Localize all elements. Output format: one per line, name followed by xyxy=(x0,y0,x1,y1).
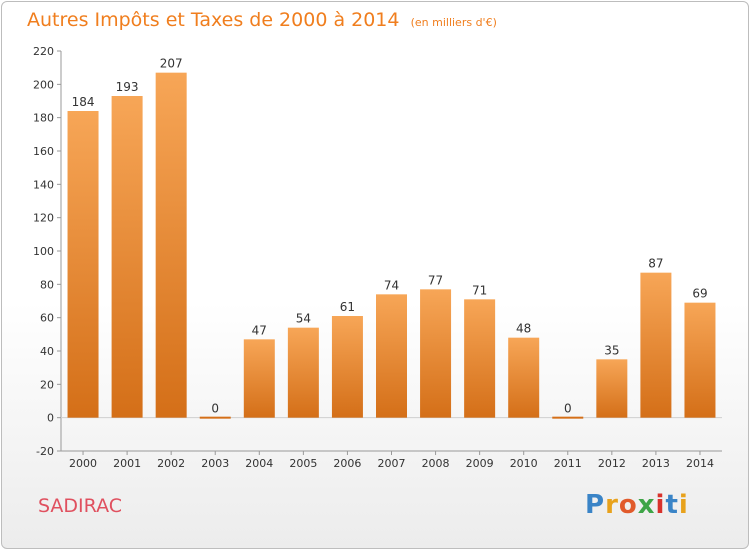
logo-letter: t xyxy=(665,490,679,520)
x-tick-label: 2011 xyxy=(554,457,582,470)
y-tick-label: 60 xyxy=(40,312,54,325)
logo-letter: P xyxy=(585,490,606,520)
x-tick-label: 2014 xyxy=(686,457,714,470)
chart-title-line: Autres Impôts et Taxes de 2000 à 2014 (e… xyxy=(27,9,497,31)
logo-letter: i xyxy=(655,490,666,520)
bar-value-label: 0 xyxy=(564,402,572,416)
bar-value-label: 54 xyxy=(296,312,311,326)
y-tick-label: 200 xyxy=(33,78,54,91)
bar-2004 xyxy=(243,339,275,418)
x-tick-label: 2010 xyxy=(510,457,538,470)
bar-value-label: 207 xyxy=(160,57,183,71)
bar-2000 xyxy=(67,111,99,418)
logo-letter: o xyxy=(618,490,638,520)
x-tick-label: 2009 xyxy=(466,457,494,470)
x-tick-label: 2005 xyxy=(289,457,317,470)
bar-value-label: 0 xyxy=(211,402,219,416)
y-tick-label: 180 xyxy=(33,112,54,125)
bar-value-label: 47 xyxy=(252,323,267,337)
y-tick-label: 80 xyxy=(40,278,54,291)
bar-2008 xyxy=(420,289,452,418)
x-tick-label: 2012 xyxy=(598,457,626,470)
bar-value-label: 74 xyxy=(384,278,399,292)
logo-letter: x xyxy=(637,490,656,520)
x-tick-label: 2002 xyxy=(157,457,185,470)
proxiti-logo: Proxiti xyxy=(585,490,689,520)
y-tick-label: 220 xyxy=(33,45,54,58)
bar-2012 xyxy=(596,359,628,418)
x-tick-label: 2013 xyxy=(642,457,670,470)
bar-value-label: 87 xyxy=(648,257,663,271)
bar-value-label: 48 xyxy=(516,322,531,336)
y-tick-label: 0 xyxy=(47,412,54,425)
bar-value-label: 69 xyxy=(692,287,707,301)
x-tick-label: 2000 xyxy=(69,457,97,470)
x-tick-label: 2001 xyxy=(113,457,141,470)
city-name: SADIRAC xyxy=(38,495,123,517)
x-tick-label: 2007 xyxy=(378,457,406,470)
bar-value-label: 77 xyxy=(428,273,443,287)
y-tick-label: 20 xyxy=(40,378,54,391)
chart-subtitle: (en milliers d'€) xyxy=(410,16,497,29)
bar-2002 xyxy=(155,72,187,418)
bar-2009 xyxy=(464,299,496,418)
bar-value-label: 184 xyxy=(72,95,95,109)
x-tick-label: 2004 xyxy=(245,457,273,470)
bar-layer: 184 193 207 0 47 54 61 74 77 71 48 0 35 87 69 xyxy=(67,57,716,419)
logo-letter: r xyxy=(605,490,619,520)
bar-2006 xyxy=(331,316,363,418)
x-tick-label: 2006 xyxy=(333,457,361,470)
bar-2007 xyxy=(376,294,407,418)
y-tick-label: 160 xyxy=(33,145,54,158)
bar-2014 xyxy=(684,302,716,418)
bar-value-label: 193 xyxy=(116,80,139,94)
logo-letter: i xyxy=(678,490,689,520)
y-tick-label: -20 xyxy=(36,445,54,458)
bar-2013 xyxy=(640,272,672,418)
bar-value-label: 35 xyxy=(604,343,619,357)
bar-2003 xyxy=(199,416,231,419)
y-tick-label: 100 xyxy=(33,245,54,258)
x-tick-label: 2003 xyxy=(201,457,229,470)
y-tick-label: 140 xyxy=(33,178,54,191)
y-tick-label: 120 xyxy=(33,212,54,225)
bar-value-label: 61 xyxy=(340,300,355,314)
bar-2011 xyxy=(552,416,584,419)
bar-value-label: 71 xyxy=(472,283,487,297)
x-tick-label: 2008 xyxy=(422,457,450,470)
bar-2001 xyxy=(111,96,143,418)
chart-title: Autres Impôts et Taxes de 2000 à 2014 xyxy=(27,9,400,31)
y-tick-label: 40 xyxy=(40,345,54,358)
bar-2010 xyxy=(508,337,540,418)
bar-2005 xyxy=(287,327,319,418)
